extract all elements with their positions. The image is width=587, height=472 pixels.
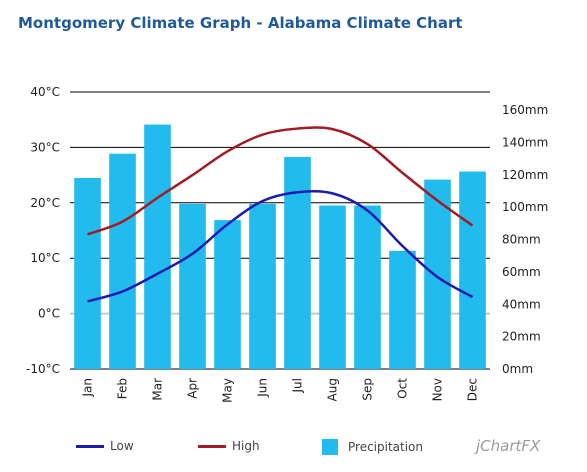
precipitation-bar	[459, 171, 486, 369]
low-line	[87, 189, 474, 303]
precipitation-bar	[144, 124, 171, 369]
precipitation-bar	[109, 153, 136, 369]
grid-lines	[70, 91, 490, 370]
left-axis-ticks: -10°C 0°C 10°C 20°C 30°C 40°C	[26, 85, 60, 376]
left-tick-label: 10°C	[30, 251, 60, 265]
right-tick-label: 20mm	[502, 330, 541, 344]
high-line	[87, 126, 474, 236]
legend-low: Low	[76, 439, 134, 453]
right-tick-label: 160mm	[502, 103, 548, 117]
left-tick-label: 20°C	[30, 196, 60, 210]
right-tick-label: 0mm	[502, 362, 533, 376]
legend-high: High	[198, 439, 260, 453]
left-tick-label: 30°C	[30, 140, 60, 154]
legend-precipitation-label: Precipitation	[348, 440, 424, 454]
right-tick-label: 100mm	[502, 200, 548, 214]
right-tick-label: 60mm	[502, 265, 541, 279]
precipitation-bar	[214, 220, 241, 369]
x-tick-label: Jun	[256, 378, 270, 398]
high-swatch	[198, 444, 226, 448]
precipitation-bar	[389, 250, 416, 369]
chart-title: Montgomery Climate Graph - Alabama Clima…	[18, 14, 463, 32]
precipitation-bar	[319, 205, 346, 369]
precipitation-swatch	[322, 439, 338, 455]
right-tick-label: 80mm	[502, 233, 541, 247]
precipitation-bar	[284, 156, 311, 369]
x-tick-label: Feb	[116, 378, 130, 399]
x-tick-label: Sep	[361, 378, 375, 401]
precipitation-bar	[354, 205, 381, 369]
right-tick-label: 120mm	[502, 168, 548, 182]
temperature-lines	[87, 126, 474, 303]
legend-high-label: High	[232, 439, 260, 453]
x-tick-label: May	[221, 378, 235, 403]
left-tick-label: 40°C	[30, 85, 60, 99]
precipitation-bar	[179, 203, 206, 369]
x-tick-label: Jan	[81, 378, 95, 398]
x-tick-label: Mar	[151, 378, 165, 401]
right-tick-label: 140mm	[502, 135, 548, 149]
legend-low-label: Low	[110, 439, 134, 453]
left-tick-label: 0°C	[38, 307, 60, 321]
right-axis-ticks: 0mm 20mm 40mm 60mm 80mm 100mm 120mm 140mm 160mm	[502, 103, 548, 376]
x-tick-label: Nov	[431, 378, 445, 401]
right-tick-label: 40mm	[502, 297, 541, 311]
x-axis-labels: Jan Feb Mar Apr May Jun Jul Aug Sep Oct Nov Dec	[81, 378, 480, 403]
low-swatch	[76, 444, 104, 448]
x-tick-label: Aug	[326, 378, 340, 401]
x-tick-label: Oct	[396, 378, 410, 399]
left-tick-label: -10°C	[26, 362, 60, 376]
precipitation-bars	[74, 124, 486, 369]
precipitation-bar	[74, 177, 101, 369]
x-tick-label: Dec	[466, 378, 480, 401]
precipitation-bar	[249, 203, 276, 369]
precipitation-bar	[424, 179, 451, 369]
x-tick-label: Jul	[291, 378, 305, 393]
brand-logo: jChartFX	[476, 437, 541, 455]
x-tick-label: Apr	[186, 378, 200, 399]
legend-precipitation: Precipitation	[322, 439, 423, 455]
